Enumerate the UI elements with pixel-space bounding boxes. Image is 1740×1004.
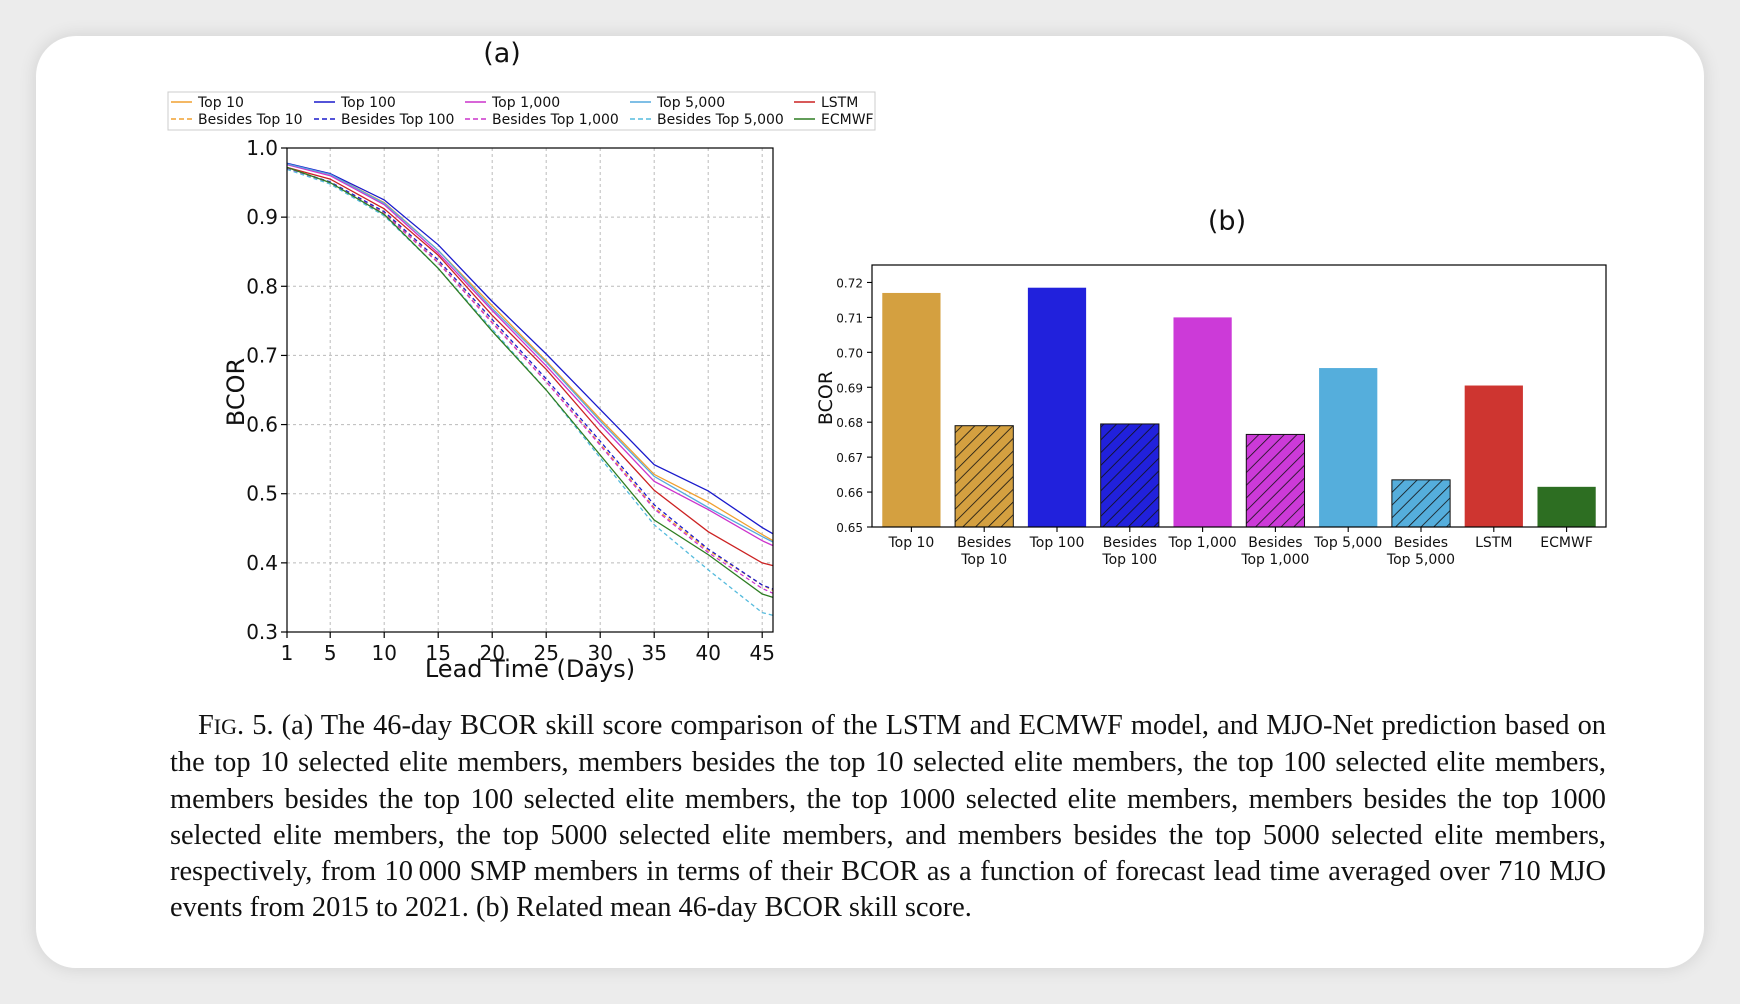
- y-tick-label: 0.72: [836, 276, 863, 290]
- legend-label: Besides Top 100: [341, 112, 454, 128]
- x-tick-label: ECMWF: [1540, 535, 1593, 551]
- y-axis-label: BCOR: [222, 358, 250, 426]
- series-line: [286, 166, 774, 599]
- legend-label: Top 5,000: [656, 95, 725, 111]
- panel-a-label: (a): [483, 38, 521, 69]
- bar: [1464, 385, 1523, 527]
- x-tick-label: 25: [533, 641, 558, 665]
- y-axis-label: BCOR: [815, 371, 837, 425]
- plot-frame: [871, 264, 1607, 528]
- grid: [286, 147, 773, 633]
- x-tick-label: Top 10: [887, 535, 934, 551]
- x-tick-label: Top 5,000: [1313, 535, 1382, 551]
- x-tick-label: 30: [587, 641, 612, 665]
- x-tick-label: 35: [641, 641, 666, 665]
- y-tick-label: 0.5: [246, 482, 278, 506]
- legend-label: ECMWF: [821, 112, 874, 128]
- x-tick-label: Top 5,000: [1386, 552, 1455, 568]
- bar: [1027, 287, 1087, 527]
- legend-label: Besides Top 1,000: [492, 112, 619, 128]
- x-tick-label: Besides: [957, 535, 1011, 551]
- legend-label: Top 10: [197, 95, 244, 111]
- bar-hatch: [954, 425, 1014, 528]
- y-ticks: 0.3 0.4 0.5 0.6 0.7 0.8 0.9 1.0: [246, 136, 287, 644]
- series-lines: [286, 162, 774, 617]
- legend-label: Top 1,000: [491, 95, 560, 111]
- series-line: [286, 167, 774, 590]
- bar-hatch: [1100, 423, 1160, 528]
- series-line: [286, 162, 774, 535]
- legend-label: LSTM: [821, 95, 858, 111]
- y-tick-label: 0.9: [246, 205, 278, 229]
- legend-box: [167, 91, 876, 131]
- bar: [1173, 317, 1232, 527]
- x-tick-label: Top 1,000: [1240, 552, 1309, 568]
- bar: [1537, 486, 1596, 527]
- series-line: [286, 163, 774, 547]
- y-tick-label: 1.0: [246, 136, 278, 160]
- caption-fig-label: FIG: [198, 710, 238, 741]
- x-ticks: 1 5 10 15 20 25 30 35 40 45: [281, 632, 775, 665]
- y-tick-label: 0.4: [246, 551, 278, 575]
- y-tick-label: 0.68: [836, 416, 863, 430]
- x-tick-label: LSTM: [1475, 535, 1512, 551]
- y-tick-label: 0.8: [246, 274, 278, 298]
- bar: [882, 292, 941, 527]
- figure-caption: FIG. 5. (a) The 46-day BCOR skill score …: [170, 708, 1606, 927]
- y-tick-label: 0.66: [836, 486, 863, 500]
- y-tick-label: 0.71: [836, 311, 863, 325]
- x-tick-label: Top 1,000: [1168, 535, 1237, 551]
- series-line: [286, 168, 774, 592]
- x-tick-label: Besides: [1248, 535, 1302, 551]
- bars: [882, 287, 1596, 528]
- panel-b-label: (b): [1208, 206, 1246, 237]
- y-tick-label: 0.7: [246, 343, 278, 367]
- x-tick-label: Besides: [1394, 535, 1448, 551]
- x-tick-label: 5: [324, 641, 337, 665]
- y-tick-label: 0.65: [836, 521, 863, 535]
- legend-label: Besides Top 10: [198, 112, 303, 128]
- x-tick-label: 1: [281, 641, 294, 665]
- series-line: [286, 163, 774, 543]
- x-tick-label: 45: [749, 641, 774, 665]
- x-tick-label: Top 100: [1029, 535, 1085, 551]
- y-tick-label: 0.67: [836, 451, 863, 465]
- bar: [1319, 368, 1378, 527]
- bar-hatch: [1245, 433, 1306, 528]
- x-tick-label: Top 10: [960, 552, 1007, 568]
- y-tick-label: 0.69: [836, 381, 863, 395]
- y-tick-label: 0.70: [836, 346, 863, 360]
- x-tick-label: Besides: [1103, 535, 1157, 551]
- x-tick-label: 10: [371, 641, 396, 665]
- plot-frame: [286, 147, 774, 633]
- y-tick-label: 0.3: [246, 620, 278, 644]
- bar-hatch: [1391, 479, 1451, 528]
- x-tick-label: 40: [695, 641, 720, 665]
- series-line: [286, 166, 774, 567]
- x-tick-label: Top 100: [1101, 552, 1157, 568]
- legend-label: Besides Top 5,000: [657, 112, 784, 128]
- x-tick-label: 20: [479, 641, 504, 665]
- series-line: [286, 168, 774, 594]
- bar-chart-panel: (b) 0.65 0.66 0.67 0.68 0.69 0.70 0.71 0.72 Top…: [815, 206, 1607, 568]
- caption-text: (a) The 46-day BCOR skill score comparis…: [170, 710, 1606, 924]
- y-tick-label: 0.6: [246, 413, 278, 437]
- x-tick-label: 15: [425, 641, 450, 665]
- x-axis-label: Lead Time (Days): [425, 655, 635, 683]
- series-line: [286, 168, 774, 617]
- caption-fig-number: . 5.: [237, 710, 274, 741]
- legend-label: Top 100: [340, 95, 396, 111]
- y-ticks: 0.65 0.66 0.67 0.68 0.69 0.70 0.71 0.72: [836, 276, 872, 535]
